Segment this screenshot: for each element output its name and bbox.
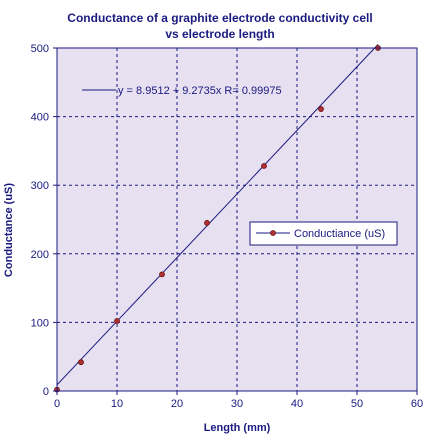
data-point [114, 318, 120, 324]
fit-line [56, 44, 379, 386]
x-tick-label: 20 [171, 398, 183, 410]
plot-area [57, 48, 417, 391]
fit-annotation: y = 8.9512 + 9.2735x R= 0.99975 [82, 85, 282, 97]
data-point [318, 106, 324, 112]
chart-subtitle: vs electrode length [165, 27, 274, 41]
x-tick-label: 30 [231, 398, 243, 410]
y-tick-label: 300 [31, 180, 49, 192]
y-tick-label: 0 [43, 386, 49, 398]
data-point [204, 220, 210, 226]
x-tick-label: 60 [411, 398, 423, 410]
y-tick-label: 500 [31, 43, 49, 55]
chart-title: Conductance of a graphite electrode cond… [67, 11, 372, 25]
grid [57, 48, 417, 391]
data-point [261, 163, 267, 169]
x-axis: 0 10 20 30 40 50 60 [54, 391, 423, 410]
fit-line-group [56, 44, 379, 386]
y-tick-label: 100 [31, 317, 49, 329]
legend: Conductiance (uS) [249, 221, 398, 246]
data-point [78, 359, 84, 366]
x-tick-label: 50 [351, 398, 363, 410]
x-tick-label: 0 [54, 398, 60, 410]
y-axis: 0 100 200 300 400 500 [31, 43, 57, 398]
y-axis-label: Conductance (uS) [3, 183, 15, 277]
y-tick-label: 200 [31, 249, 49, 261]
data-point [159, 271, 165, 278]
x-tick-label: 10 [111, 398, 123, 410]
x-tick-label: 40 [291, 398, 303, 410]
legend-box [249, 221, 398, 246]
x-axis-label: Length (mm) [204, 422, 271, 434]
y-tick-label: 400 [31, 112, 49, 124]
fit-equation: y = 8.9512 + 9.2735x R= 0.99975 [118, 85, 282, 97]
legend-marker [270, 230, 276, 236]
legend-label: Conductiance (uS) [294, 228, 385, 240]
